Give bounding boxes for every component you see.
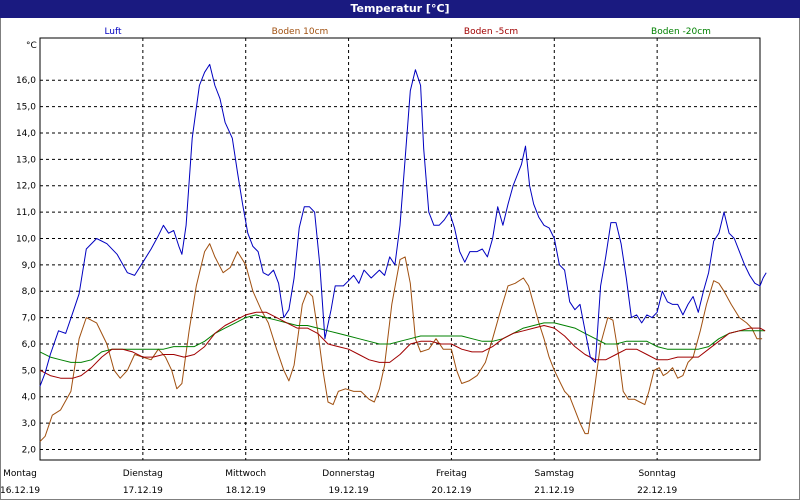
plot-area bbox=[39, 37, 761, 461]
x-tick-day: Montag bbox=[3, 469, 37, 479]
y-tick-label: 7,0 bbox=[22, 314, 37, 324]
x-tick-date: 16.12.19 bbox=[0, 486, 40, 496]
series-line-3 bbox=[39, 314, 766, 363]
y-tick-label: 12,0 bbox=[16, 182, 36, 192]
x-tick-day: Freitag bbox=[436, 469, 467, 479]
series-line-1 bbox=[39, 243, 763, 442]
y-tick-label: 8,0 bbox=[22, 287, 37, 297]
y-tick-label: 11,0 bbox=[16, 208, 36, 218]
x-tick-date: 19.12.19 bbox=[329, 486, 369, 496]
y-tick-label: 6,0 bbox=[22, 340, 37, 350]
y-tick-label: 9,0 bbox=[22, 261, 37, 271]
series-lines bbox=[39, 63, 767, 442]
legend-entry: Boden 10cm bbox=[272, 27, 329, 37]
x-tick-date: 20.12.19 bbox=[431, 486, 471, 496]
y-tick-label: 2,0 bbox=[22, 445, 37, 455]
chart-title: Temperatur [°C] bbox=[0, 0, 800, 18]
series-line-0 bbox=[39, 63, 767, 387]
x-axis-ticks: Montag 16.12.19 Dienstag 17.12.19 Mittwoch 18… bbox=[0, 469, 677, 496]
legend: Luft Boden 10cm Boden -5cm Boden -20cm bbox=[104, 27, 711, 37]
grid-lines bbox=[40, 38, 760, 460]
x-tick-day: Samstag bbox=[535, 469, 574, 479]
y-tick-label: 15,0 bbox=[16, 103, 36, 113]
legend-entry: Boden -5cm bbox=[464, 27, 518, 37]
y-axis-ticks: 2,0 3,0 4,0 5,0 6,0 7,0 8,0 9,0 10,0 11,0 12,0 13,0… bbox=[16, 76, 36, 455]
x-tick-day: Dienstag bbox=[123, 469, 163, 479]
x-tick-day: Mittwoch bbox=[225, 469, 266, 479]
y-tick-label: 16,0 bbox=[16, 76, 36, 86]
y-tick-label: 10,0 bbox=[16, 234, 36, 244]
y-tick-label: 3,0 bbox=[22, 419, 37, 429]
y-axis-unit-label: °C bbox=[26, 41, 37, 51]
x-tick-date: 22.12.19 bbox=[637, 486, 677, 496]
legend-entry: Luft bbox=[104, 27, 122, 37]
y-tick-label: 13,0 bbox=[16, 155, 36, 165]
y-tick-label: 14,0 bbox=[16, 129, 36, 139]
x-tick-day: Donnerstag bbox=[322, 469, 375, 479]
series-line-2 bbox=[39, 311, 766, 379]
legend-entry: Boden -20cm bbox=[651, 27, 711, 37]
x-tick-date: 18.12.19 bbox=[226, 486, 266, 496]
y-tick-label: 4,0 bbox=[22, 393, 37, 403]
x-tick-date: 17.12.19 bbox=[123, 486, 163, 496]
x-tick-day: Sonntag bbox=[638, 469, 675, 479]
x-tick-date: 21.12.19 bbox=[534, 486, 574, 496]
y-tick-label: 5,0 bbox=[22, 366, 37, 376]
